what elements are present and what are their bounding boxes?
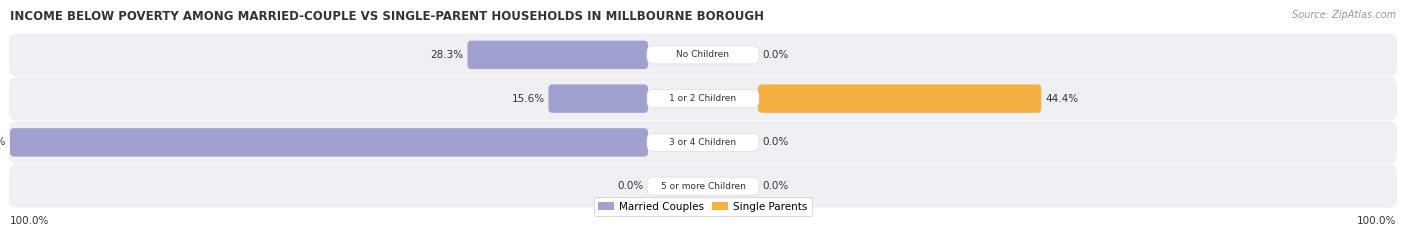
Text: 100.0%: 100.0%: [1357, 216, 1396, 226]
FancyBboxPatch shape: [8, 164, 1398, 208]
Legend: Married Couples, Single Parents: Married Couples, Single Parents: [595, 197, 811, 216]
FancyBboxPatch shape: [647, 90, 759, 108]
Text: 28.3%: 28.3%: [430, 50, 464, 60]
FancyBboxPatch shape: [647, 177, 759, 195]
Text: 1 or 2 Children: 1 or 2 Children: [669, 94, 737, 103]
Text: INCOME BELOW POVERTY AMONG MARRIED-COUPLE VS SINGLE-PARENT HOUSEHOLDS IN MILLBOU: INCOME BELOW POVERTY AMONG MARRIED-COUPL…: [10, 10, 763, 23]
FancyBboxPatch shape: [647, 46, 759, 64]
FancyBboxPatch shape: [758, 84, 1042, 113]
Text: 5 or more Children: 5 or more Children: [661, 182, 745, 191]
Text: 15.6%: 15.6%: [512, 94, 544, 104]
FancyBboxPatch shape: [8, 33, 1398, 76]
Text: 100.0%: 100.0%: [0, 137, 6, 147]
Text: 0.0%: 0.0%: [617, 181, 644, 191]
FancyBboxPatch shape: [467, 41, 648, 69]
Text: 3 or 4 Children: 3 or 4 Children: [669, 138, 737, 147]
Text: Source: ZipAtlas.com: Source: ZipAtlas.com: [1292, 10, 1396, 20]
FancyBboxPatch shape: [10, 128, 648, 157]
FancyBboxPatch shape: [8, 121, 1398, 164]
Text: 0.0%: 0.0%: [762, 137, 789, 147]
Text: No Children: No Children: [676, 50, 730, 59]
Text: 100.0%: 100.0%: [10, 216, 49, 226]
Text: 0.0%: 0.0%: [762, 181, 789, 191]
FancyBboxPatch shape: [647, 133, 759, 151]
FancyBboxPatch shape: [548, 84, 648, 113]
Text: 44.4%: 44.4%: [1045, 94, 1078, 104]
Text: 0.0%: 0.0%: [762, 50, 789, 60]
FancyBboxPatch shape: [8, 77, 1398, 120]
